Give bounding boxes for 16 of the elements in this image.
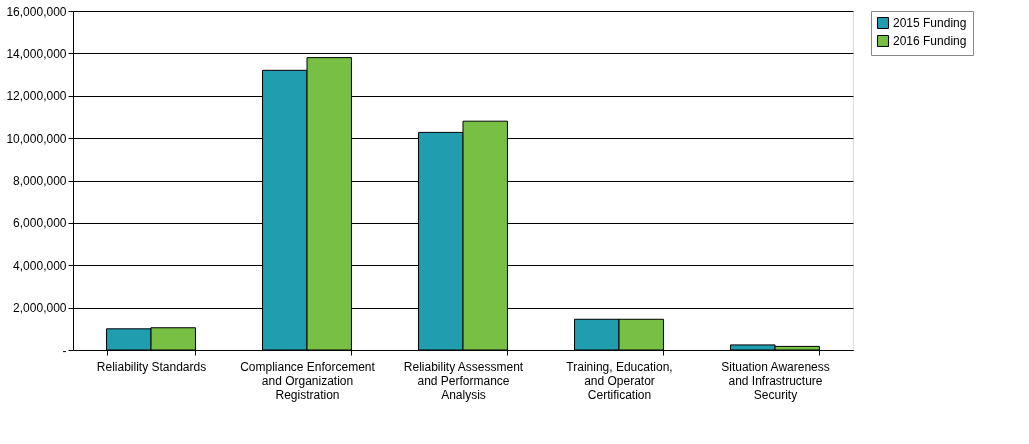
y-tick-label: 16,000,000	[6, 4, 67, 19]
y-tick-label: 6,000,000	[13, 216, 67, 231]
x-tick-label: Situation Awareness and Infrastructure Security	[721, 359, 830, 402]
x-tick-label: Compliance Enforcement and Organization Registration	[240, 359, 376, 402]
x-tick-label: Reliability Standards	[96, 359, 207, 374]
legend-label: 2016 Funding	[893, 34, 967, 48]
x-tick-label: Training, Education, and Operator Certification	[566, 359, 673, 402]
y-tick-label: -	[62, 343, 67, 358]
y-tick-label: 14,000,000	[6, 46, 67, 61]
y-tick-label: 2,000,000	[13, 301, 67, 316]
y-tick-label: 4,000,000	[13, 258, 67, 273]
y-tick-label: 10,000,000	[6, 131, 67, 146]
y-tick-label: 12,000,000	[6, 89, 67, 104]
legend-label: 2015 Funding	[893, 16, 967, 30]
y-tick-label: 8,000,000	[13, 174, 67, 188]
x-tick-label: Reliability Assessment and Performance Analysis	[403, 359, 524, 402]
